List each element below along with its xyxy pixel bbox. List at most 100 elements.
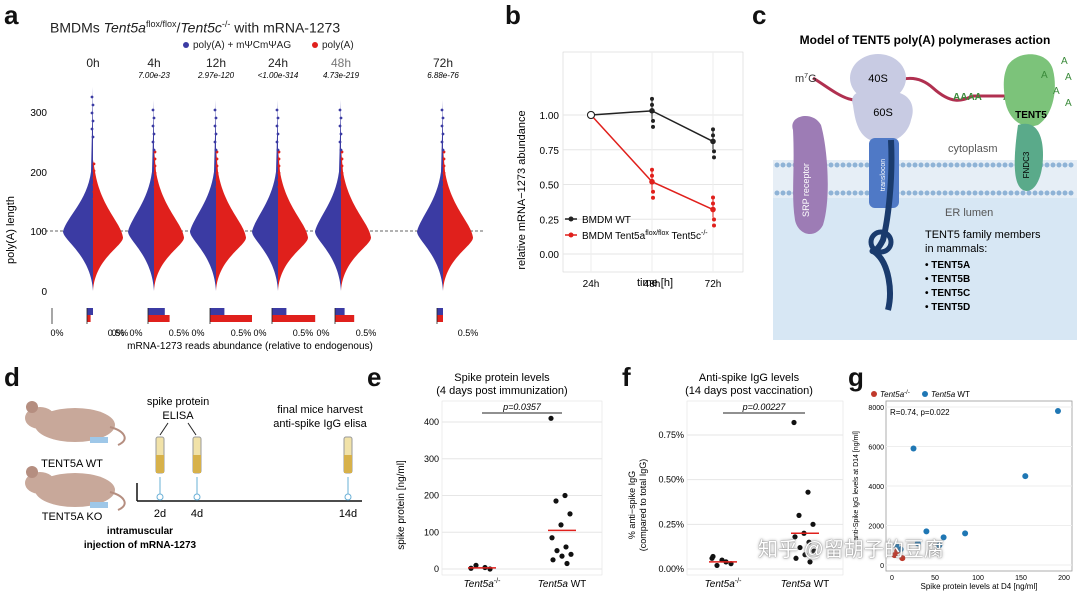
violin-half-polya [341, 147, 371, 291]
panel-f-pval: p=0.00227 [742, 402, 787, 412]
ribosome-40s [850, 54, 906, 102]
violin-half-modified [252, 100, 278, 291]
panel-e-dot-plot: Spike protein levels (4 days post immuni… [396, 372, 603, 590]
data-dot [563, 544, 569, 550]
legend-dot-red [312, 42, 318, 48]
tent5-label: TENT5 [1015, 110, 1047, 121]
violin-outlier [440, 124, 444, 128]
lipid-head [864, 190, 870, 196]
lipid-head [1068, 162, 1074, 168]
panel-a-ytick: 100 [30, 227, 47, 238]
injection-label-1: intramuscular [107, 526, 173, 537]
panel-g-point [914, 540, 921, 547]
legend-ko-marker [568, 232, 574, 238]
timepoint-pval: <1.00e-314 [258, 71, 299, 80]
panel-a-ytick: 0 [41, 287, 47, 298]
lipid-head [912, 162, 918, 168]
panel-f-plot-area [686, 400, 844, 576]
ytick: 0.00% [658, 564, 684, 574]
lipid-head [828, 162, 834, 168]
abundance-bar-modified [87, 308, 93, 315]
violin-outlier [442, 157, 446, 161]
panel-e-title-2: (4 days post immunization) [436, 385, 567, 397]
adenine-letter: A [1041, 70, 1048, 81]
lipid-head [948, 162, 954, 168]
panel-g-xtick: 200 [1058, 575, 1070, 582]
lipid-head [840, 190, 846, 196]
violin-outlier [215, 171, 219, 175]
violin-outlier [338, 140, 342, 144]
lipid-head [1008, 190, 1014, 196]
lipid-head [954, 162, 960, 168]
violin-half-modified [128, 100, 154, 291]
lipid-head [960, 162, 966, 168]
data-dot [550, 557, 556, 563]
elisa-arrow-2 [187, 422, 197, 436]
panel-g-ytick: 8000 [868, 405, 884, 412]
timepoint-label: 12h [206, 56, 226, 70]
panel-g-stat: R=0.74, p=0.022 [890, 408, 950, 417]
data-dot [797, 544, 803, 551]
panel-b-ytick: 0.25 [540, 215, 560, 226]
cytoplasm-label: cytoplasm [948, 143, 998, 155]
violin-outlier [92, 162, 96, 166]
violin-outlier [92, 169, 96, 173]
legend-dot-blue [183, 42, 189, 48]
panel-b-replicate [711, 195, 715, 200]
panel-b-replicate [651, 189, 655, 194]
timepoint-pval: 6.88e-76 [427, 71, 459, 80]
data-dot [710, 553, 716, 560]
data-dot [802, 552, 808, 558]
violin-outlier [275, 108, 279, 112]
lipid-head [990, 162, 996, 168]
panel-e-ylabel: spike protein [ng/ml] [396, 460, 407, 550]
lipid-head [1050, 162, 1056, 168]
violin-outlier [442, 178, 446, 182]
data-dot [568, 551, 574, 557]
panel-g-xtick: 150 [1015, 575, 1027, 582]
panel-b-replicate [650, 173, 654, 178]
violin-outlier [339, 148, 343, 152]
violin-outlier [277, 164, 281, 168]
data-dot [564, 560, 570, 567]
abundance-bar-modified [210, 308, 225, 315]
timepoint-pval: 4.73e-219 [323, 71, 360, 80]
violin-half-modified [63, 87, 93, 291]
data-dot [473, 562, 479, 568]
translocon-label: translocon [880, 159, 887, 191]
data-dot [549, 535, 555, 541]
lipid-head [1044, 162, 1050, 168]
violin-outlier [338, 124, 342, 128]
data-dot [796, 512, 802, 518]
panel-g-point [893, 542, 900, 549]
panel-b-line-chart: 1.00 0.75 0.50 0.25 0.00 24h 48h 72h relative m… [516, 51, 744, 290]
lipid-head [840, 162, 846, 168]
violin-outlier [152, 148, 156, 152]
timepoint-label: 4h [147, 56, 160, 70]
data-dot [548, 415, 554, 421]
panel-g-ytick: 2000 [868, 524, 884, 531]
panel-g-legend-ko: Tent5a-/- [880, 390, 910, 399]
lipid-head [1002, 190, 1008, 196]
panel-a-ylabel: poly(A) length [5, 196, 17, 264]
lipid-head [1056, 162, 1062, 168]
panel-a-ytick: 200 [30, 168, 47, 179]
m7g-cap: m7G [795, 73, 817, 85]
watermark: 知乎 @留胡子的豆腐 [758, 539, 944, 561]
lipid-head [918, 190, 924, 196]
lipid-head [936, 162, 942, 168]
legend-wt-label: BMDM WT [582, 215, 631, 226]
panel-b-legend: BMDM WT BMDM Tent5aflox/flox Tent5c-/- [565, 215, 708, 242]
panel-b-xlabel: time [h] [637, 277, 673, 289]
panel-e-x2: Tent5a WT [538, 579, 587, 590]
violin-outlier [339, 132, 343, 136]
lipid-head [996, 162, 1002, 168]
family-member: • TENT5D [925, 302, 970, 313]
timepoint-pval: 2.97e-120 [197, 71, 235, 80]
abundance-bar-polya [87, 315, 91, 322]
panel-letter-d: d [4, 362, 20, 392]
violin-outlier [214, 116, 218, 120]
lipid-head [834, 162, 840, 168]
panel-a-xlabel: mRNA-1273 reads abundance (relative to e… [127, 341, 373, 352]
panel-g-point [923, 528, 930, 535]
